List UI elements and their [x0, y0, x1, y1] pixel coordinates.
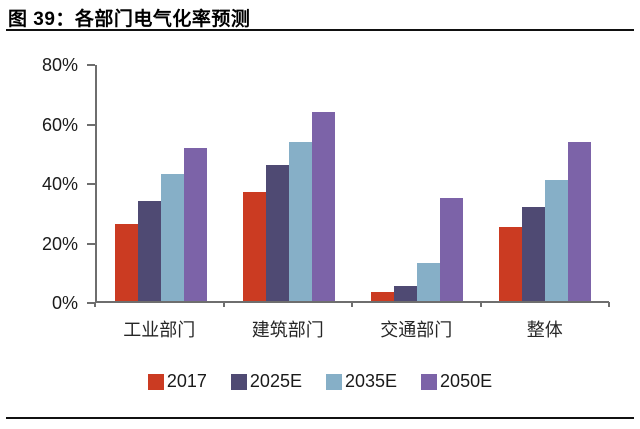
legend-label-2017: 2017 [166, 371, 207, 391]
y-tick-mark [87, 302, 95, 304]
bar-2035E-建筑部门 [289, 141, 312, 301]
x-tick-mark [479, 302, 482, 307]
bar-2025E-工业部门 [138, 200, 161, 301]
x-tick-mark [94, 302, 96, 307]
title-divider [6, 29, 634, 31]
y-tick-label-60: 60% [41, 114, 78, 135]
category-label-建筑部门: 建筑部门 [251, 320, 324, 340]
y-tick-label-0: 0% [51, 293, 78, 313]
bar-group-1 [97, 65, 225, 301]
category-label-整体: 整体 [526, 320, 563, 340]
bar-2050E-整体 [568, 141, 591, 301]
legend-label-2025E: 2025E [249, 371, 302, 391]
bar-2017-整体 [499, 227, 522, 301]
x-tick-mark [608, 302, 610, 307]
bar-2035E-整体 [545, 180, 568, 301]
plot-area [95, 65, 609, 303]
bar-group-4 [481, 65, 609, 301]
figure-title: 图 39：各部门电气化率预测 [8, 9, 251, 30]
legend-swatch-2035E [325, 373, 342, 390]
legend-label-2035E: 2035E [344, 371, 398, 391]
legend-swatch-2025E [230, 373, 247, 390]
legend-item-2025E: 2025E [230, 371, 302, 392]
legend-item-2050E: 2050E [421, 371, 492, 392]
y-tick-mark [87, 242, 95, 245]
bar-2017-建筑部门 [243, 191, 266, 301]
bar-2035E-工业部门 [161, 174, 184, 301]
y-tick-label-20: 20% [41, 233, 78, 254]
legend-item-2035E: 2035E [325, 371, 398, 392]
bar-group-2 [225, 65, 353, 301]
legend-label-2050E: 2050E [440, 371, 493, 391]
bar-group-3 [353, 65, 481, 301]
category-label-交通部门: 交通部门 [380, 320, 453, 340]
bar-2035E-交通部门 [417, 262, 440, 301]
legend-swatch-2050E [421, 373, 438, 390]
bar-2050E-工业部门 [184, 147, 207, 301]
chart-legend: 2017 2025E 2035E 2050E [0, 371, 640, 392]
y-tick-label-40: 40% [41, 174, 78, 194]
bar-2017-交通部门 [371, 292, 394, 301]
x-axis-category-labels: 工业部门 建筑部门 交通部门 整体 [95, 316, 609, 342]
y-tick-mark [87, 64, 95, 66]
y-tick-mark [87, 123, 95, 126]
bar-2050E-建筑部门 [312, 112, 335, 301]
legend-item-2017: 2017 [147, 371, 207, 392]
y-tick-mark [87, 183, 95, 185]
bar-2017-工业部门 [115, 224, 138, 301]
category-label-工业部门: 工业部门 [123, 320, 196, 340]
legend-swatch-2017 [147, 373, 164, 390]
x-tick-mark [351, 302, 353, 307]
bar-2025E-整体 [522, 206, 545, 301]
bar-2025E-建筑部门 [266, 165, 289, 301]
y-tick-label-80: 80% [41, 55, 78, 75]
x-tick-mark [222, 302, 225, 307]
bottom-divider [6, 417, 634, 419]
bar-2025E-交通部门 [394, 286, 417, 301]
bar-2050E-交通部门 [440, 197, 463, 301]
